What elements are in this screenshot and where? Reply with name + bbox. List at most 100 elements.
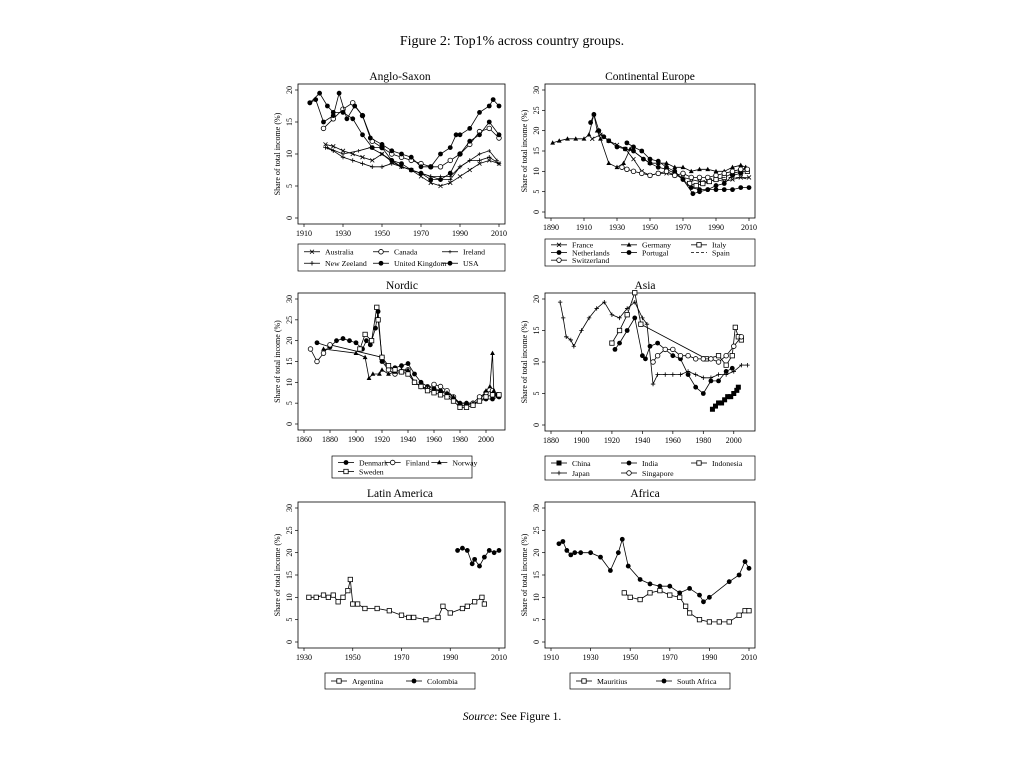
data-point [483, 388, 489, 393]
series-argentina [306, 576, 487, 623]
legend-entry: Canada [373, 248, 418, 257]
data-point [477, 563, 482, 569]
data-point [738, 166, 744, 172]
data-point [716, 372, 721, 377]
data-point [464, 400, 469, 405]
data-point [323, 145, 328, 150]
x-tick-label: 1950 [374, 229, 390, 238]
data-point [598, 554, 603, 560]
x-tick-label: 1930 [335, 229, 351, 238]
data-point [389, 459, 396, 466]
data-point [742, 559, 748, 564]
data-point [477, 152, 482, 156]
legend-label: Portugal [642, 248, 669, 257]
data-point [477, 110, 482, 115]
data-point [437, 164, 444, 170]
y-tick-label: 15 [532, 327, 541, 335]
data-point [405, 367, 411, 372]
y-tick-label: 10 [532, 593, 541, 601]
data-point [496, 548, 502, 553]
data-point [556, 138, 562, 143]
x-tick-label: 2010 [741, 223, 757, 232]
data-point [486, 125, 492, 132]
data-point [701, 375, 706, 380]
data-point [657, 583, 663, 589]
data-point [309, 249, 315, 255]
data-point [619, 536, 625, 542]
data-point [307, 346, 314, 352]
y-tick-label: 5 [532, 618, 541, 622]
data-point [364, 338, 369, 344]
plot-frame [544, 83, 756, 219]
data-point [477, 158, 482, 163]
data-point [708, 378, 714, 384]
data-point [637, 596, 643, 603]
data-point [573, 136, 579, 141]
data-point [731, 343, 737, 349]
data-point [386, 608, 392, 614]
legend-label: India [642, 459, 659, 468]
legend-label: Netherlands [572, 248, 610, 257]
data-point [486, 103, 492, 109]
data-point [723, 372, 729, 377]
data-point [722, 397, 728, 403]
data-point [481, 601, 487, 607]
x-tick-label: 1910 [576, 223, 592, 232]
data-point [556, 257, 562, 263]
data-point [624, 306, 630, 311]
y-tick-label: 0 [532, 423, 541, 427]
data-point [650, 359, 656, 365]
data-point [464, 548, 470, 553]
data-point [353, 340, 359, 346]
data-point [307, 100, 313, 106]
data-point [715, 359, 722, 365]
y-tick-label: 5 [285, 618, 294, 622]
data-point [712, 403, 718, 409]
data-point [591, 112, 597, 117]
legend-label: New Zeeland [325, 259, 367, 268]
data-point [313, 97, 319, 102]
y-tick-label: 20 [285, 86, 294, 94]
legend-label: USA [463, 259, 479, 268]
data-point [438, 151, 443, 157]
x-tick-label: 1920 [374, 435, 390, 444]
x-tick-label: 1970 [662, 653, 678, 662]
legend-entry: Germany [621, 241, 671, 250]
data-point [661, 678, 667, 684]
legend-entry: Argentina [331, 677, 384, 686]
y-tick-label: 20 [532, 549, 541, 557]
data-point [622, 146, 628, 152]
data-point [655, 340, 661, 346]
data-point [479, 594, 485, 600]
y-tick-label: 0 [285, 640, 294, 644]
y-tick-label: 5 [285, 184, 294, 188]
x-tick-label: 1890 [543, 223, 559, 232]
data-point [745, 362, 750, 368]
data-point [408, 154, 414, 160]
data-point [746, 185, 752, 191]
data-point [571, 344, 577, 349]
legend-label: Canada [394, 248, 418, 257]
data-point [572, 550, 578, 556]
data-point [632, 290, 638, 296]
data-point [667, 592, 673, 598]
chart-asia: Asia Share of total income (%) 0 5 10 15 20 188… [520, 280, 756, 481]
data-point [356, 149, 361, 153]
data-point [431, 381, 437, 388]
y-tick-label: 30 [285, 504, 294, 512]
data-point [453, 132, 459, 138]
legend-label: Japan [572, 469, 590, 478]
data-point [487, 149, 492, 153]
y-tick-label: 20 [285, 337, 294, 345]
data-point [705, 187, 711, 193]
data-point [460, 545, 465, 551]
data-point [327, 342, 333, 348]
y-tick-label: 25 [532, 106, 541, 114]
x-tick-label: 1910 [296, 229, 312, 238]
data-point [735, 384, 741, 390]
legend: Mauritius South Africa [569, 672, 731, 690]
data-point [370, 371, 376, 376]
data-point [320, 125, 327, 132]
data-point [687, 586, 692, 591]
data-point [447, 260, 453, 266]
